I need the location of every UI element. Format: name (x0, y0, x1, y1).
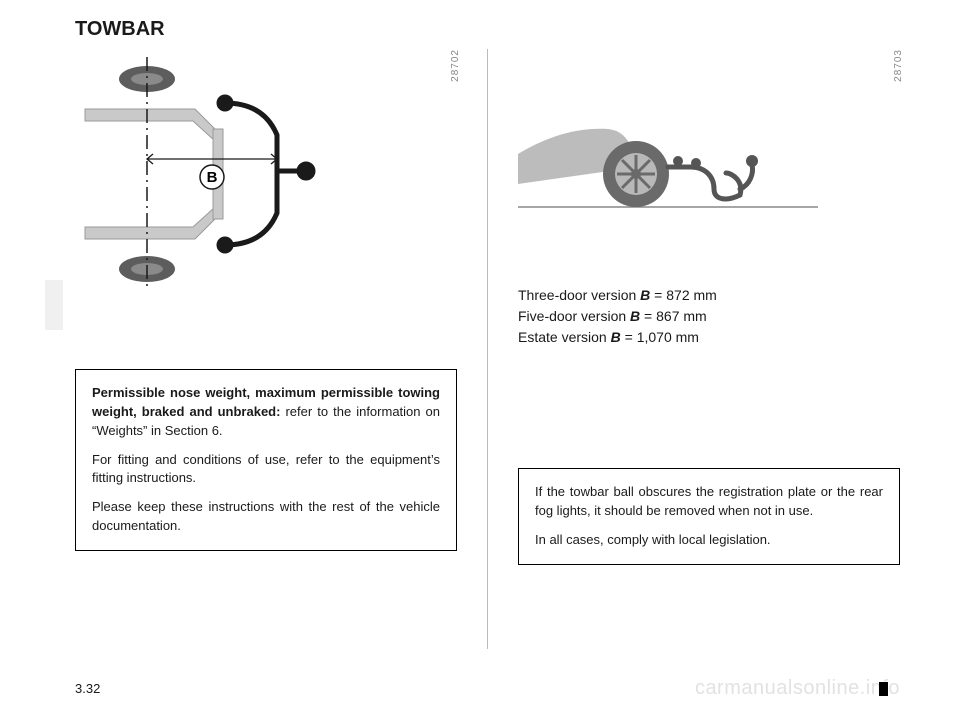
watermark: carmanualsonline.info (695, 677, 900, 700)
figure-towbar-side-view: 28703 (518, 89, 900, 279)
spec-line-estate: Estate version B = 1,070 mm (518, 327, 900, 348)
figure-code-left: 28702 (450, 49, 461, 82)
footer-marker-icon (879, 682, 888, 696)
towbar-side-diagram-svg (518, 89, 818, 239)
page-title: TOWBAR (75, 18, 900, 41)
left-column: 28702 (75, 49, 457, 649)
info-box-legislation: If the towbar ball obscures the regis­tr… (518, 468, 900, 565)
infobox-right-p2: In all cases, comply with local leg­isla… (535, 531, 883, 550)
infobox-left-p1: Permissible nose weight, maxi­mum permis… (92, 384, 440, 441)
dimension-specs: Three-door version B = 872 mm Five-door … (518, 285, 900, 348)
infobox-left-p3: Please keep these instructions with the … (92, 498, 440, 536)
right-column: 28703 (518, 49, 900, 649)
infobox-right-p1: If the towbar ball obscures the regis­tr… (535, 483, 883, 521)
figure-towbar-top-view: 28702 (75, 49, 457, 309)
info-box-weights: Permissible nose weight, maxi­mum permis… (75, 369, 457, 551)
spec-line-three-door: Three-door version B = 872 mm (518, 285, 900, 306)
towbar-top-diagram-svg: B (75, 49, 335, 299)
dimension-label-b: B (207, 169, 218, 186)
infobox-left-p2: For fitting and conditions of use, refer… (92, 451, 440, 489)
page: TOWBAR 28702 (0, 0, 960, 710)
figure-code-right: 28703 (893, 49, 904, 82)
column-separator (487, 49, 488, 649)
section-tab (45, 280, 63, 330)
page-number: 3.32 (75, 681, 100, 696)
content-columns: 28702 (75, 49, 900, 649)
spec-line-five-door: Five-door version B = 867 mm (518, 306, 900, 327)
